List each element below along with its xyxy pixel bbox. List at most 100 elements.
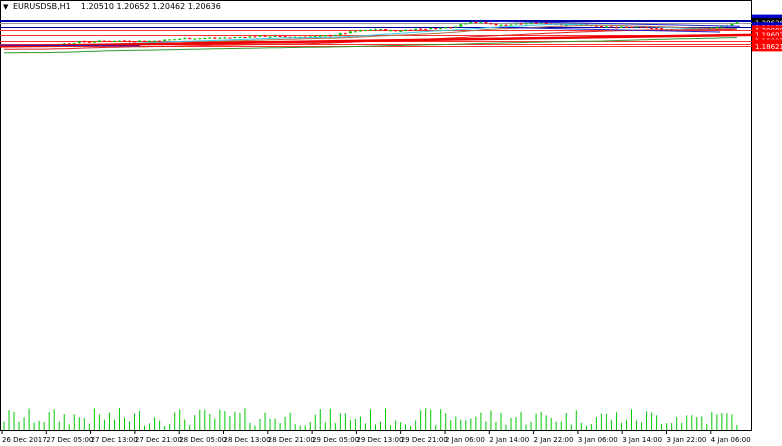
candle-body [429,27,433,30]
candle-body [614,27,618,29]
candle-body [288,36,292,38]
candle-body [158,40,162,42]
candle-body [434,27,438,30]
price-tag-label: 1.18621 [755,43,782,51]
candle-body [389,30,393,32]
candle-body [449,27,453,29]
time-tick-label: 2 Jan 06:00 [445,436,485,444]
candle-body [213,37,217,39]
candle-body [645,26,649,28]
candle-body [228,37,232,39]
plot-frame [0,0,752,431]
candle-body [524,23,528,25]
candle-body [635,26,639,28]
candle-body [313,36,317,38]
candle-body [444,27,448,29]
candle-body [112,41,116,43]
candle-body [630,27,633,29]
candle-body [77,41,81,44]
candle-body [454,26,458,28]
candle-body [489,23,493,25]
small-trendline [0,44,141,47]
candle-body [650,27,654,29]
candle-body [122,40,126,42]
candle-body [258,35,262,37]
candle-body [328,35,332,37]
candle-body [539,22,543,24]
candle-body [163,39,167,41]
candle-body [624,26,628,28]
candle-body [384,29,388,31]
candle-body [283,36,287,38]
candle-body [82,41,86,43]
candle-body [308,36,312,38]
time-tick-label: 27 Dec 05:00 [46,436,93,444]
candle-body [333,34,337,36]
candle-body [594,25,598,27]
time-tick-label: 3 Jan 06:00 [578,436,618,444]
candle-body [640,26,644,28]
candle-body [358,30,362,32]
chart-title-bar: ▼ EURUSDSB,H1 1.20510 1.20652 1.20462 1.… [3,2,221,11]
candle-body [238,37,242,39]
candle-body [504,24,508,26]
candle-body [343,33,347,35]
candle-body [424,28,428,30]
candle-body [323,35,327,37]
candle-body [494,23,498,26]
candle-body [248,36,252,38]
candle-body [459,24,463,27]
candle-body [720,26,724,28]
candle-body [208,37,212,39]
time-tick-label: 4 Jan 06:00 [711,436,751,444]
time-tick-label: 28 Dec 05:00 [179,436,226,444]
price-tag [752,41,782,52]
time-tick-label: 3 Jan 14:00 [622,436,662,444]
ma-long-line [4,37,737,54]
candle-body [87,41,91,43]
dropdown-triangle-icon[interactable]: ▼ [3,3,9,11]
candle-body [439,27,443,30]
candle-body [178,38,182,40]
candle-body [153,40,157,42]
candle-body [198,38,202,40]
time-tick-label: 29 Dec 05:00 [312,436,359,444]
trendline-red [0,33,753,48]
candle-body [67,43,71,45]
candle-body [223,37,227,39]
candle-body [253,36,257,38]
candle-body [660,28,664,30]
candle-body [203,38,207,40]
candle-body [564,24,568,26]
candle-body [353,31,357,33]
candle-body [419,28,423,30]
price-tag-label: 1.19607 [755,31,782,39]
candle-body [168,39,172,41]
candle-body [469,22,473,24]
candle-body [373,29,377,31]
candle-body [273,36,277,38]
candle-body [138,40,142,42]
candle-body [464,23,468,25]
candle-body [183,38,187,40]
candle-body [233,37,237,39]
candle-body [655,28,659,30]
candle-body [92,41,96,43]
time-tick-label: 28 Dec 13:00 [224,436,271,444]
candle-body [117,40,121,42]
ohlc-readout: 1.20510 1.20652 1.20462 1.20636 [80,2,221,11]
time-tick-label: 2 Jan 14:00 [489,436,529,444]
candle-body [544,22,548,24]
candle-body [278,36,282,38]
candle-body [368,29,372,31]
candle-body [619,26,623,28]
time-tick-label: 2 Jan 22:00 [534,436,574,444]
time-tick-label: 29 Dec 13:00 [356,436,403,444]
candle-body [399,30,403,32]
candle-body [268,36,272,38]
candle-body [609,26,613,28]
time-tick-label: 27 Dec 13:00 [91,436,138,444]
candle-body [599,26,603,28]
